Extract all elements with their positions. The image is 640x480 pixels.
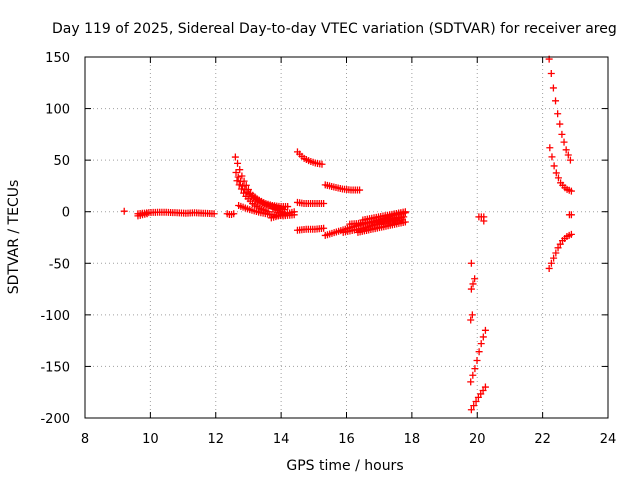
chart-title: Day 119 of 2025, Sidereal Day-to-day VTE… [52, 21, 617, 37]
data-point [280, 209, 288, 217]
y-axis-label: SDTVAR / TECUs [6, 180, 22, 295]
data-point [472, 397, 480, 405]
y-tick-label: -100 [40, 309, 70, 324]
data-point [481, 383, 489, 391]
y-tick-label: -50 [49, 257, 70, 272]
data-point [554, 244, 562, 252]
data-point [564, 151, 572, 159]
data-point [320, 199, 328, 207]
data-point [120, 207, 128, 215]
data-point [232, 169, 240, 177]
data-point [467, 285, 475, 293]
data-point [562, 146, 570, 154]
data-point [567, 230, 575, 238]
data-points [120, 55, 575, 414]
data-point [356, 186, 364, 194]
data-point [552, 97, 560, 105]
data-point [236, 166, 244, 174]
y-tick-label: -150 [40, 360, 70, 375]
data-point [238, 172, 246, 180]
data-point [210, 210, 218, 218]
data-point [290, 208, 298, 216]
data-point [467, 259, 475, 267]
data-point [242, 181, 250, 189]
data-point [284, 203, 292, 211]
data-point [560, 138, 568, 146]
x-tick-label: 14 [273, 432, 290, 447]
data-point [468, 311, 476, 319]
data-point [481, 326, 489, 334]
data-point [467, 316, 475, 324]
data-point [558, 130, 566, 138]
data-point [234, 173, 242, 181]
data-point [235, 181, 243, 189]
data-point [471, 275, 479, 283]
x-tick-label: 12 [207, 432, 224, 447]
y-tick-label: -200 [40, 412, 70, 427]
data-point [546, 144, 554, 152]
data-point [234, 159, 242, 167]
data-point [556, 120, 564, 128]
data-point [549, 84, 557, 92]
x-tick-labels: 8 10 12 14 16 18 20 22 24 [81, 432, 616, 447]
data-point [471, 365, 479, 373]
data-point [239, 182, 247, 190]
data-point [567, 211, 575, 219]
data-point [545, 264, 553, 272]
data-point [401, 208, 409, 216]
data-point [566, 156, 574, 164]
y-tick-label: 100 [45, 103, 70, 118]
data-point [473, 357, 481, 365]
x-tick-label: 24 [600, 432, 617, 447]
data-point [479, 333, 487, 341]
data-point [470, 402, 478, 410]
data-point [547, 70, 555, 78]
grid-lines [85, 57, 608, 418]
data-point [552, 169, 560, 177]
x-tick-label: 18 [404, 432, 421, 447]
data-point [467, 406, 475, 414]
data-point [237, 185, 245, 193]
data-point [554, 174, 562, 182]
axis-ticks [84, 56, 609, 419]
data-point [567, 187, 575, 195]
data-point [469, 280, 477, 288]
data-point [480, 217, 488, 225]
y-tick-label: 50 [53, 154, 70, 169]
data-point [548, 153, 556, 161]
data-point [231, 153, 239, 161]
data-point [467, 378, 475, 386]
data-point [550, 162, 558, 170]
data-point [233, 177, 241, 185]
x-tick-label: 16 [338, 432, 355, 447]
data-point [230, 210, 238, 218]
y-tick-labels: 150 100 50 0 -50 -100 -150 -200 [40, 51, 70, 427]
x-tick-label: 8 [81, 432, 89, 447]
x-tick-label: 10 [142, 432, 159, 447]
data-point [401, 218, 409, 226]
data-point [475, 348, 483, 356]
y-tick-label: 150 [45, 51, 70, 66]
data-point [547, 259, 555, 267]
x-tick-label: 22 [534, 432, 551, 447]
data-point [550, 254, 558, 262]
data-point [143, 210, 151, 218]
data-point [556, 240, 564, 248]
data-point [554, 110, 562, 118]
data-point [477, 340, 485, 348]
data-point [552, 249, 560, 257]
x-axis-label: GPS time / hours [286, 458, 403, 474]
data-point [236, 178, 244, 186]
x-tick-label: 20 [469, 432, 486, 447]
data-point [318, 160, 326, 168]
data-point [469, 371, 477, 379]
data-point [320, 224, 328, 232]
y-tick-label: 0 [62, 206, 70, 221]
